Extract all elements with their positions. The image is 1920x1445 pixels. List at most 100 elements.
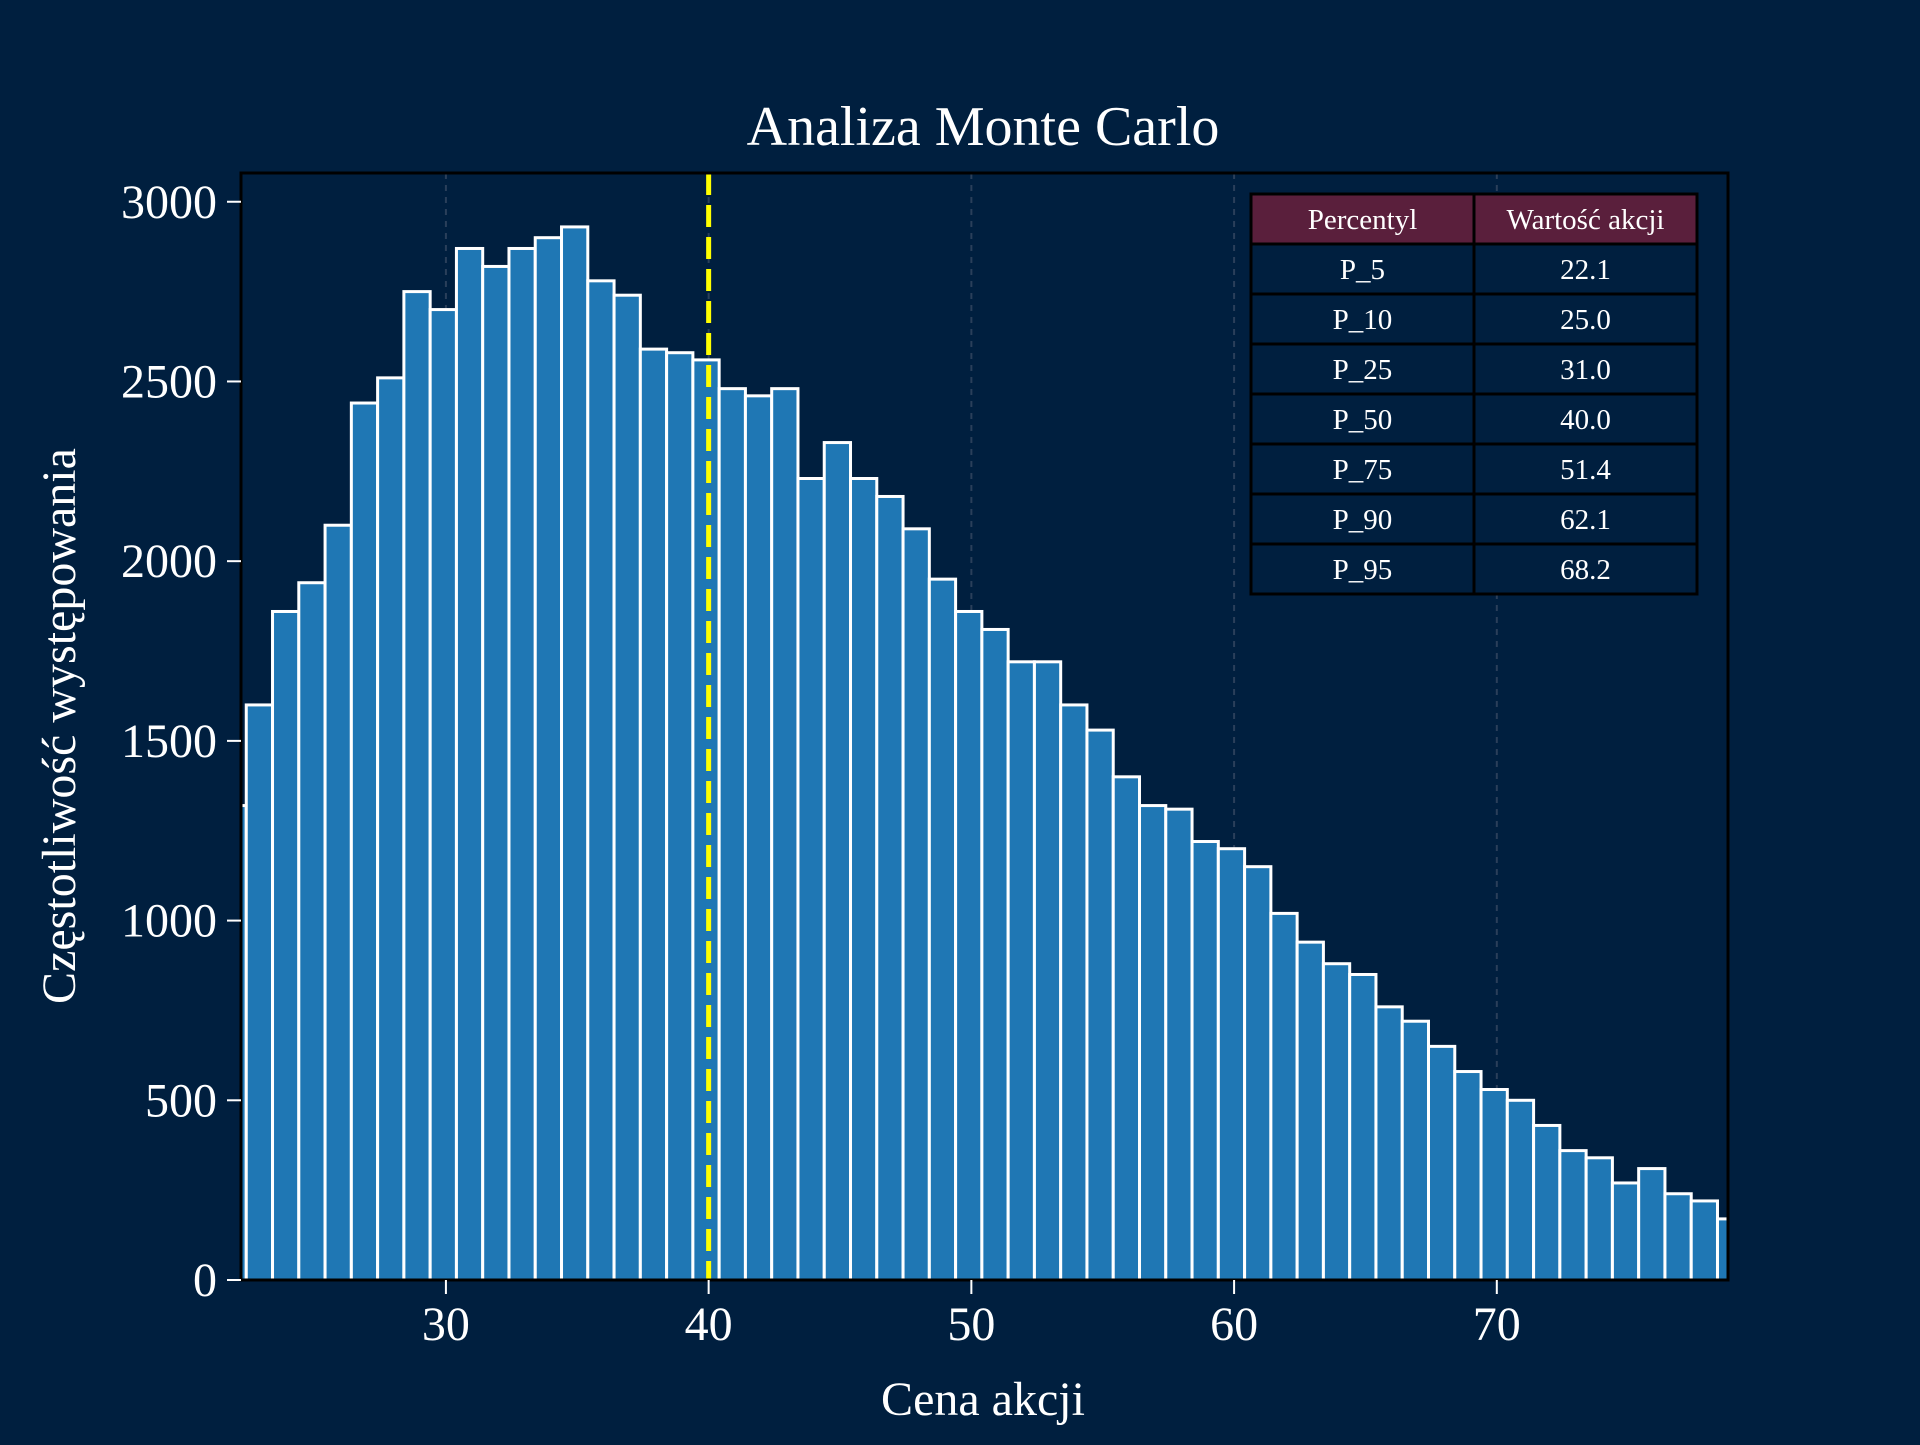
table-value-6: 68.2: [1560, 554, 1611, 586]
histogram-bar-14: [586, 279, 616, 1280]
histogram-bar-54: [1637, 1167, 1667, 1280]
x-tick-label-1: 40: [685, 1298, 733, 1351]
histogram-bar-4: [323, 523, 353, 1280]
table-percentile-1: P_10: [1333, 304, 1393, 336]
x-tick-label-2: 50: [947, 1298, 995, 1351]
histogram-bar-38: [1216, 847, 1247, 1280]
chart-title: Analiza Monte Carlo: [747, 96, 1220, 158]
y-tick-label-4: 2000: [121, 535, 217, 588]
y-axis-label: Częstotliwość występowania: [33, 448, 86, 1004]
histogram-bar-44: [1374, 1005, 1404, 1280]
histogram-bar-1: [244, 703, 275, 1280]
histogram-bar-15: [612, 293, 642, 1280]
y-tick-label-3: 1500: [121, 715, 217, 768]
histogram-bar-51: [1558, 1149, 1588, 1280]
histogram-bars: [241, 225, 1728, 1280]
x-tick-label-4: 70: [1473, 1298, 1521, 1351]
histogram-bar-23: [822, 441, 853, 1280]
histogram-bar-45: [1400, 1019, 1430, 1280]
histogram-bar-42: [1321, 962, 1352, 1280]
histogram-bar-16: [638, 347, 669, 1280]
table-value-2: 31.0: [1560, 354, 1611, 386]
histogram-bar-20: [743, 394, 774, 1280]
histogram-bar-37: [1190, 840, 1220, 1280]
table-percentile-4: P_75: [1333, 454, 1393, 486]
table-cell-bg-6-1: [1472, 542, 1699, 596]
table-header-1: Wartość akcji: [1507, 204, 1665, 236]
histogram-bar-10: [481, 264, 511, 1280]
histogram-bar-34: [1111, 775, 1142, 1280]
table-percentile-5: P_90: [1333, 504, 1393, 536]
histogram-bar-11: [507, 246, 537, 1280]
histogram-bar-49: [1505, 1098, 1536, 1280]
plot-frame: [239, 171, 1730, 1282]
table-value-4: 51.4: [1560, 454, 1611, 486]
histogram-bar-36: [1164, 807, 1194, 1280]
histogram-bar-31: [1032, 660, 1063, 1280]
y-tick-label-5: 2500: [121, 355, 217, 408]
histogram-bar-6: [376, 376, 406, 1280]
histogram-bar-26: [901, 527, 931, 1280]
histogram-bar-48: [1479, 1088, 1509, 1280]
x-tick-label-3: 60: [1210, 1298, 1258, 1351]
histogram-bar-40: [1269, 911, 1299, 1280]
histogram-bar-57: [1715, 1217, 1728, 1280]
table-value-1: 25.0: [1560, 304, 1611, 336]
table-cell-bg-3-1: [1472, 392, 1699, 446]
histogram-bar-47: [1453, 1070, 1483, 1280]
histogram-bar-39: [1243, 865, 1273, 1280]
histogram-bar-8: [428, 308, 458, 1280]
histogram-bar-52: [1584, 1156, 1614, 1280]
histogram-bar-2: [271, 609, 301, 1280]
histogram-bar-29: [980, 627, 1010, 1280]
histogram-bar-50: [1532, 1123, 1562, 1280]
table-header-cell-1: [1472, 192, 1699, 246]
histogram-bar-9: [454, 246, 485, 1280]
y-axis-ticks: 0 500 1000 1500 2000 2500 3000: [121, 176, 241, 1307]
histogram-bar-28: [954, 609, 984, 1280]
histogram-bar-46: [1426, 1044, 1457, 1280]
y-tick-label-6: 3000: [121, 176, 217, 229]
percentile-table: Percentyl Wartość akcji P_5 22.1 P_10 25.0 P_2…: [1249, 192, 1699, 596]
x-axis-ticks: 30 40 50 60 70: [422, 1280, 1521, 1351]
histogram-bar-33: [1085, 728, 1115, 1280]
y-tick-label-2: 1000: [121, 895, 217, 948]
histogram-bar-30: [1006, 660, 1036, 1280]
table-percentile-0: P_5: [1340, 254, 1385, 286]
x-axis-label: Cena akcji: [881, 1373, 1085, 1426]
table-cell-bg-2-1: [1472, 342, 1699, 396]
histogram-bar-18: [691, 358, 721, 1280]
y-tick-label-0: 0: [193, 1254, 217, 1307]
histogram-bar-5: [349, 401, 380, 1280]
table-cell-bg-0-1: [1472, 242, 1699, 296]
table-header-0: Percentyl: [1308, 204, 1418, 236]
table-value-5: 62.1: [1560, 504, 1611, 536]
histogram-bar-55: [1663, 1192, 1693, 1280]
histogram-bar-22: [796, 477, 826, 1280]
table-cell-bg-3-0: [1249, 392, 1476, 446]
table-percentile-2: P_25: [1333, 354, 1393, 386]
histogram-bar-17: [665, 351, 695, 1280]
histogram-bar-53: [1610, 1181, 1641, 1280]
histogram-bar-19: [717, 387, 747, 1280]
histogram-bar-35: [1138, 804, 1168, 1280]
histogram-bar-43: [1348, 972, 1378, 1280]
histogram-bar-24: [849, 477, 879, 1280]
histogram-bar-21: [770, 387, 800, 1280]
table-percentile-6: P_95: [1333, 554, 1393, 586]
histogram-bar-7: [402, 290, 432, 1280]
histogram-bar-41: [1295, 940, 1325, 1280]
y-tick-label-1: 500: [145, 1074, 217, 1127]
table-value-0: 22.1: [1560, 254, 1611, 286]
histogram-bar-13: [560, 225, 590, 1280]
histogram-bar-25: [875, 494, 905, 1280]
x-tick-label-0: 30: [422, 1298, 470, 1351]
histogram-bar-32: [1059, 703, 1089, 1280]
table-value-3: 40.0: [1560, 404, 1611, 436]
histogram-bar-27: [927, 577, 958, 1280]
table-percentile-3: P_50: [1333, 404, 1393, 436]
histogram-bar-12: [533, 236, 564, 1280]
histogram-bar-3: [297, 581, 327, 1280]
